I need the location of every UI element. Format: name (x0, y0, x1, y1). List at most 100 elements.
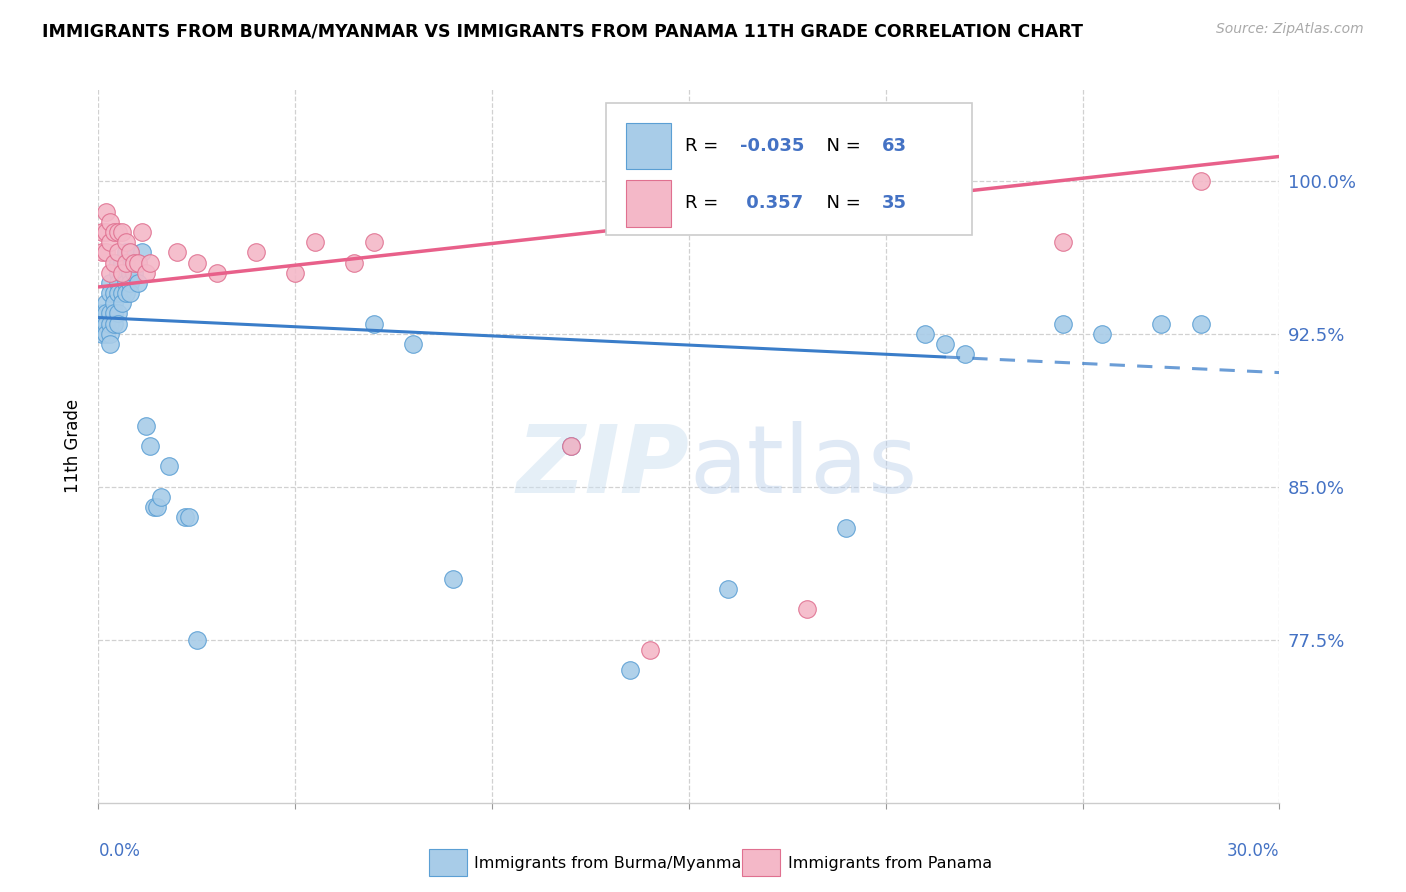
Text: IMMIGRANTS FROM BURMA/MYANMAR VS IMMIGRANTS FROM PANAMA 11TH GRADE CORRELATION C: IMMIGRANTS FROM BURMA/MYANMAR VS IMMIGRA… (42, 22, 1083, 40)
Point (91, 245, 114, 260)
Point (107, 286, 129, 301)
Bar (742, 849, 780, 876)
Point (96, 296, 118, 310)
FancyBboxPatch shape (606, 103, 973, 235)
Text: 35: 35 (882, 194, 907, 212)
Point (96, 306, 118, 320)
Point (115, 276, 138, 290)
Point (118, 245, 141, 260)
Point (98, 286, 121, 301)
Point (118, 286, 141, 301)
Y-axis label: 11th Grade: 11th Grade (65, 399, 83, 493)
Point (98, 276, 121, 290)
Point (402, 337, 425, 351)
Point (118, 245, 141, 260)
Bar (429, 849, 467, 876)
Point (122, 255, 145, 269)
Point (560, 439, 582, 453)
Point (157, 459, 180, 474)
Point (118, 266, 141, 280)
Point (107, 225, 129, 239)
Point (103, 317, 125, 331)
Point (96, 326, 118, 341)
Point (914, 326, 936, 341)
Point (138, 439, 160, 453)
Point (363, 235, 385, 249)
Point (96, 225, 118, 239)
Point (118, 276, 141, 290)
Point (103, 306, 125, 320)
Point (111, 255, 134, 269)
Point (107, 255, 129, 269)
Point (98, 266, 121, 280)
Point (127, 255, 149, 269)
Point (560, 439, 582, 453)
Point (205, 266, 228, 280)
Bar (626, 123, 671, 169)
Text: 0.357: 0.357 (740, 194, 803, 212)
Point (91, 326, 114, 341)
Point (166, 245, 188, 260)
Point (127, 276, 149, 290)
Point (91, 317, 114, 331)
Text: 0.0%: 0.0% (98, 842, 141, 860)
Point (835, 520, 858, 534)
Text: N =: N = (815, 194, 868, 212)
Point (91, 306, 114, 320)
Text: R =: R = (685, 194, 724, 212)
Bar (626, 180, 671, 227)
Text: 63: 63 (882, 137, 907, 155)
Point (1091, 326, 1114, 341)
Point (150, 490, 173, 504)
Point (1150, 317, 1173, 331)
Point (363, 317, 385, 331)
Point (186, 255, 208, 269)
Point (115, 245, 138, 260)
Point (619, 663, 641, 677)
Point (96, 245, 118, 260)
Point (91, 225, 114, 239)
Point (111, 266, 134, 280)
Text: Immigrants from Panama: Immigrants from Panama (789, 856, 993, 871)
Text: ZIP: ZIP (516, 421, 689, 514)
Point (1189, 174, 1212, 188)
Point (142, 500, 165, 515)
Point (111, 225, 134, 239)
Point (174, 510, 197, 524)
Point (245, 245, 267, 260)
Point (96, 317, 118, 331)
Point (122, 266, 145, 280)
Point (796, 602, 818, 616)
Point (107, 266, 129, 280)
Point (122, 255, 145, 269)
Point (186, 632, 208, 647)
Point (934, 337, 956, 351)
Point (115, 235, 138, 249)
Point (98, 235, 121, 249)
Point (131, 225, 153, 239)
Text: N =: N = (815, 137, 868, 155)
Point (103, 286, 125, 301)
Point (103, 225, 125, 239)
Point (284, 266, 307, 280)
Point (107, 306, 129, 320)
Point (127, 255, 149, 269)
Text: -0.035: -0.035 (740, 137, 804, 155)
Text: 30.0%: 30.0% (1227, 842, 1279, 860)
Point (107, 245, 129, 260)
Point (131, 245, 153, 260)
Point (304, 235, 326, 249)
Point (343, 255, 366, 269)
Point (1189, 317, 1212, 331)
Point (138, 255, 160, 269)
Text: Immigrants from Burma/Myanmar: Immigrants from Burma/Myanmar (474, 856, 748, 871)
Point (98, 306, 121, 320)
Point (98, 215, 121, 229)
Point (146, 500, 169, 515)
Point (717, 582, 740, 596)
Point (111, 266, 134, 280)
Point (953, 347, 976, 361)
Point (1052, 235, 1074, 249)
Point (135, 266, 157, 280)
Point (107, 276, 129, 290)
